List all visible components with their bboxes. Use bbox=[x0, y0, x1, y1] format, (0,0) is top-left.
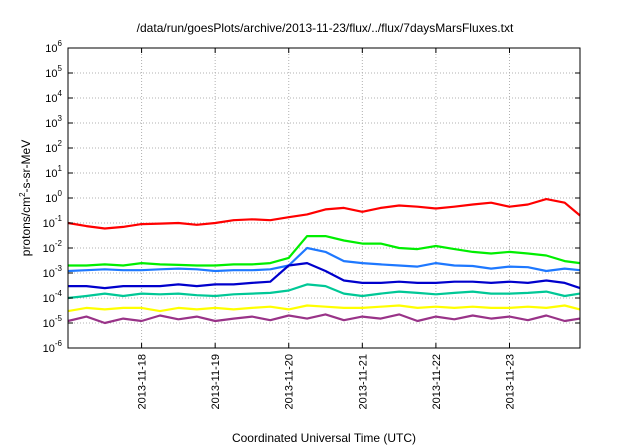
series-line bbox=[67, 313, 581, 325]
y-axis: 10-610-510-410-310-210-11001011021031041… bbox=[43, 39, 580, 355]
y-tick-base: 10 bbox=[43, 318, 55, 330]
grid bbox=[68, 48, 580, 348]
y-tick-label: 10-1 bbox=[43, 214, 63, 230]
y-tick-label: 105 bbox=[45, 64, 62, 80]
series-line bbox=[68, 235, 581, 267]
y-tick-base: 10 bbox=[45, 168, 57, 180]
y-tick-base: 10 bbox=[43, 343, 55, 355]
x-tick-label: 2013-11-21 bbox=[357, 354, 369, 409]
y-tick-base: 10 bbox=[45, 43, 57, 55]
y-tick-exponent: 5 bbox=[58, 64, 63, 73]
y-tick-exponent: -4 bbox=[55, 289, 63, 298]
x-tick-label: 2013-11-22 bbox=[431, 354, 443, 409]
x-axis-label: Coordinated Universal Time (UTC) bbox=[232, 431, 416, 445]
series-line bbox=[67, 198, 581, 230]
y-tick-label: 10-5 bbox=[43, 314, 63, 330]
series-line bbox=[68, 262, 581, 290]
series-line bbox=[67, 283, 581, 300]
y-tick-base: 10 bbox=[45, 118, 57, 130]
y-tick-base: 10 bbox=[45, 143, 57, 155]
series-line bbox=[67, 304, 581, 313]
x-tick-label: 2013-11-20 bbox=[284, 354, 296, 409]
x-tick-label: 2013-11-23 bbox=[504, 354, 516, 409]
y-tick-exponent: -3 bbox=[55, 264, 63, 273]
y-tick-label: 103 bbox=[45, 114, 62, 130]
y-tick-exponent: -6 bbox=[55, 339, 63, 348]
y-tick-exponent: 6 bbox=[58, 39, 63, 48]
y-tick-label: 102 bbox=[45, 139, 62, 155]
y-tick-label: 100 bbox=[45, 189, 62, 205]
y-tick-label: 101 bbox=[45, 164, 62, 180]
y-tick-exponent: 0 bbox=[58, 189, 63, 198]
series-lines bbox=[67, 198, 581, 325]
y-tick-exponent: -2 bbox=[55, 239, 63, 248]
y-tick-exponent: 3 bbox=[58, 114, 63, 123]
y-tick-label: 10-3 bbox=[43, 264, 63, 280]
y-label-sup: 2 bbox=[18, 192, 27, 197]
y-tick-base: 10 bbox=[43, 218, 55, 230]
y-tick-base: 10 bbox=[45, 68, 57, 80]
x-tick-label: 2013-11-19 bbox=[210, 354, 222, 409]
series-line bbox=[67, 246, 581, 273]
y-tick-label: 104 bbox=[45, 89, 62, 105]
y-tick-exponent: 1 bbox=[58, 164, 63, 173]
y-tick-exponent: -5 bbox=[55, 314, 63, 323]
y-tick-base: 10 bbox=[45, 93, 57, 105]
y-tick-exponent: 2 bbox=[58, 139, 63, 148]
y-label-part: protons/cm bbox=[19, 197, 33, 256]
y-axis-label: protons/cm2-s-sr-MeV bbox=[18, 140, 33, 256]
y-tick-exponent: 4 bbox=[58, 89, 63, 98]
y-label-part: -s-sr-MeV bbox=[19, 140, 33, 193]
y-tick-label: 10-4 bbox=[43, 289, 63, 305]
chart-title: /data/run/goesPlots/archive/2013-11-23/f… bbox=[137, 21, 514, 35]
y-tick-label: 106 bbox=[45, 39, 62, 55]
y-tick-label: 10-2 bbox=[43, 239, 63, 255]
y-tick-base: 10 bbox=[45, 193, 57, 205]
x-axis: 2013-11-18 2013-11-19 2013-11-20 2013-11-21… bbox=[137, 48, 516, 409]
x-tick-label: 2013-11-18 bbox=[137, 354, 149, 409]
y-tick-exponent: -1 bbox=[55, 214, 63, 223]
y-tick-base: 10 bbox=[43, 243, 55, 255]
y-tick-base: 10 bbox=[43, 268, 55, 280]
y-tick-label: 10-6 bbox=[43, 339, 63, 355]
y-tick-base: 10 bbox=[43, 293, 55, 305]
